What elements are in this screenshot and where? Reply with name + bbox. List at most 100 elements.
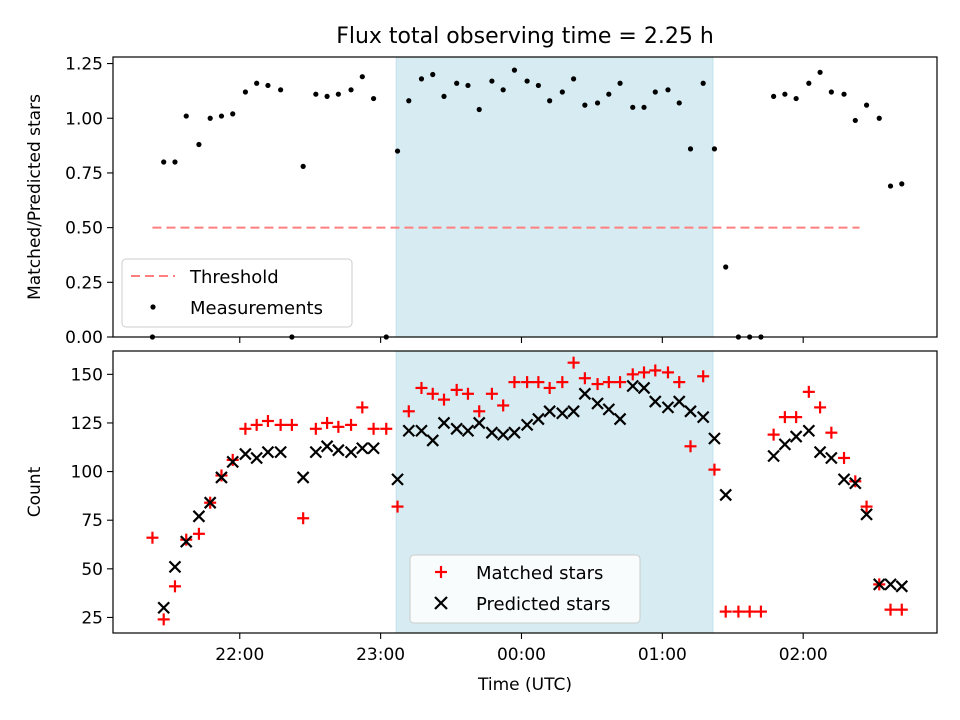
- measurement-point: [230, 111, 236, 117]
- matched-star-point: [591, 378, 604, 391]
- predicted-star-point: [168, 560, 182, 574]
- measurement-point: [582, 102, 588, 108]
- matched-star-point: [461, 387, 474, 400]
- predicted-star-point: [626, 379, 640, 393]
- predicted-star-point: [802, 424, 816, 438]
- measurement-point: [630, 104, 636, 110]
- y-tick-label: 0.50: [65, 219, 103, 239]
- predicted-star-point: [813, 445, 827, 459]
- y-tick-label: 50: [81, 560, 103, 580]
- predicted-star-point: [344, 445, 358, 459]
- matched-star-point: [508, 376, 521, 389]
- matched-star-point: [708, 463, 721, 476]
- measurement-point: [841, 91, 847, 97]
- matched-star-point: [649, 364, 662, 377]
- bottom-axes-frame: [112, 350, 938, 634]
- matched-star-point: [802, 385, 815, 398]
- matched-stars-series: [146, 356, 908, 626]
- predicted-star-point: [884, 578, 897, 591]
- y-tick-label: 1.25: [65, 55, 103, 75]
- y-tick-label: 1.00: [65, 109, 103, 129]
- x-axis-label: Time (UTC): [477, 675, 572, 695]
- matched-star-point: [697, 370, 710, 383]
- matched-star-point: [543, 381, 556, 394]
- measurement-point: [489, 78, 495, 84]
- predicted-star-point: [332, 443, 345, 457]
- predicted-star-point: [356, 441, 369, 455]
- y-tick-label: 0.25: [65, 273, 103, 293]
- matched-star-point: [380, 422, 393, 435]
- matched-star-point: [567, 356, 580, 369]
- predicted-star-point: [485, 426, 499, 439]
- y-tick-label: 25: [81, 608, 103, 628]
- measurement-point: [652, 89, 658, 95]
- matched-star-point: [497, 399, 510, 412]
- predicted-star-point: [426, 434, 440, 447]
- measurement-point: [617, 80, 623, 86]
- x-tick-label: 00:00: [497, 645, 546, 665]
- measurement-point: [418, 76, 425, 82]
- bottom-legend: Matched stars Predicted stars: [409, 554, 641, 624]
- predicted-star-point: [825, 451, 838, 465]
- predicted-star-point: [320, 440, 334, 453]
- predicted-star-point: [778, 438, 792, 451]
- predicted-star-point: [661, 401, 675, 414]
- measurement-point: [324, 93, 330, 99]
- matched-star-point: [180, 533, 193, 546]
- y-tick-label: 100: [71, 463, 103, 483]
- measurement-point: [465, 82, 471, 89]
- measurement-point: [771, 93, 777, 99]
- matched-star-point: [790, 411, 803, 424]
- predicted-star-point: [520, 418, 534, 432]
- predicted-legend-label: Predicted stars: [476, 594, 610, 615]
- measurement-point: [242, 89, 249, 95]
- matched-star-point: [426, 387, 439, 400]
- predicted-star-point: [274, 445, 287, 459]
- matched-star-point: [754, 605, 767, 618]
- predicted-star-point: [696, 410, 710, 424]
- matched-legend-swatch: [435, 566, 447, 578]
- x-tick-label: 23:00: [356, 645, 405, 665]
- predicted-star-point: [602, 403, 616, 416]
- threshold-legend-label: Threshold: [189, 267, 279, 288]
- matched-star-point: [521, 376, 534, 389]
- matched-star-point: [415, 381, 428, 394]
- predicted-star-point: [719, 488, 732, 502]
- matched-star-point: [895, 603, 908, 616]
- x-tick-label: 01:00: [638, 645, 687, 665]
- measurement-point: [547, 98, 553, 104]
- matched-star-point: [838, 451, 851, 464]
- predicted-star-point: [192, 510, 206, 523]
- predicted-star-point: [461, 424, 475, 438]
- measurement-point: [665, 87, 671, 93]
- matched-star-point: [309, 422, 322, 435]
- predicted-star-point: [556, 406, 569, 420]
- chart-title: Flux total observing time = 2.25 h: [336, 24, 714, 49]
- matched-star-point: [345, 418, 358, 431]
- matched-star-point: [602, 376, 615, 389]
- measurement-point: [335, 91, 341, 97]
- matched-star-point: [192, 527, 205, 540]
- bottom-y-axis-label: Count: [25, 466, 45, 517]
- measurement-point: [641, 104, 647, 110]
- predicted-star-point: [708, 432, 721, 445]
- top-x-ticks: [239, 337, 804, 343]
- measurement-point: [559, 89, 565, 95]
- measurement-point: [454, 80, 460, 86]
- measurement-point: [254, 80, 260, 86]
- matched-star-point: [825, 426, 838, 439]
- measurement-point: [172, 159, 178, 165]
- top-y-axis-label: Matched/Predicted stars: [25, 94, 45, 300]
- predicted-star-point: [226, 455, 240, 469]
- measurement-point: [430, 71, 436, 78]
- matched-star-point: [250, 418, 263, 431]
- matched-star-point: [274, 418, 287, 431]
- measurement-point: [500, 87, 506, 93]
- predicted-star-point: [849, 476, 862, 490]
- matched-star-point: [157, 613, 170, 626]
- matched-star-point: [614, 376, 627, 389]
- measurement-point: [300, 163, 306, 169]
- measurements-legend-label: Measurements: [190, 298, 323, 319]
- measurement-point: [876, 115, 882, 121]
